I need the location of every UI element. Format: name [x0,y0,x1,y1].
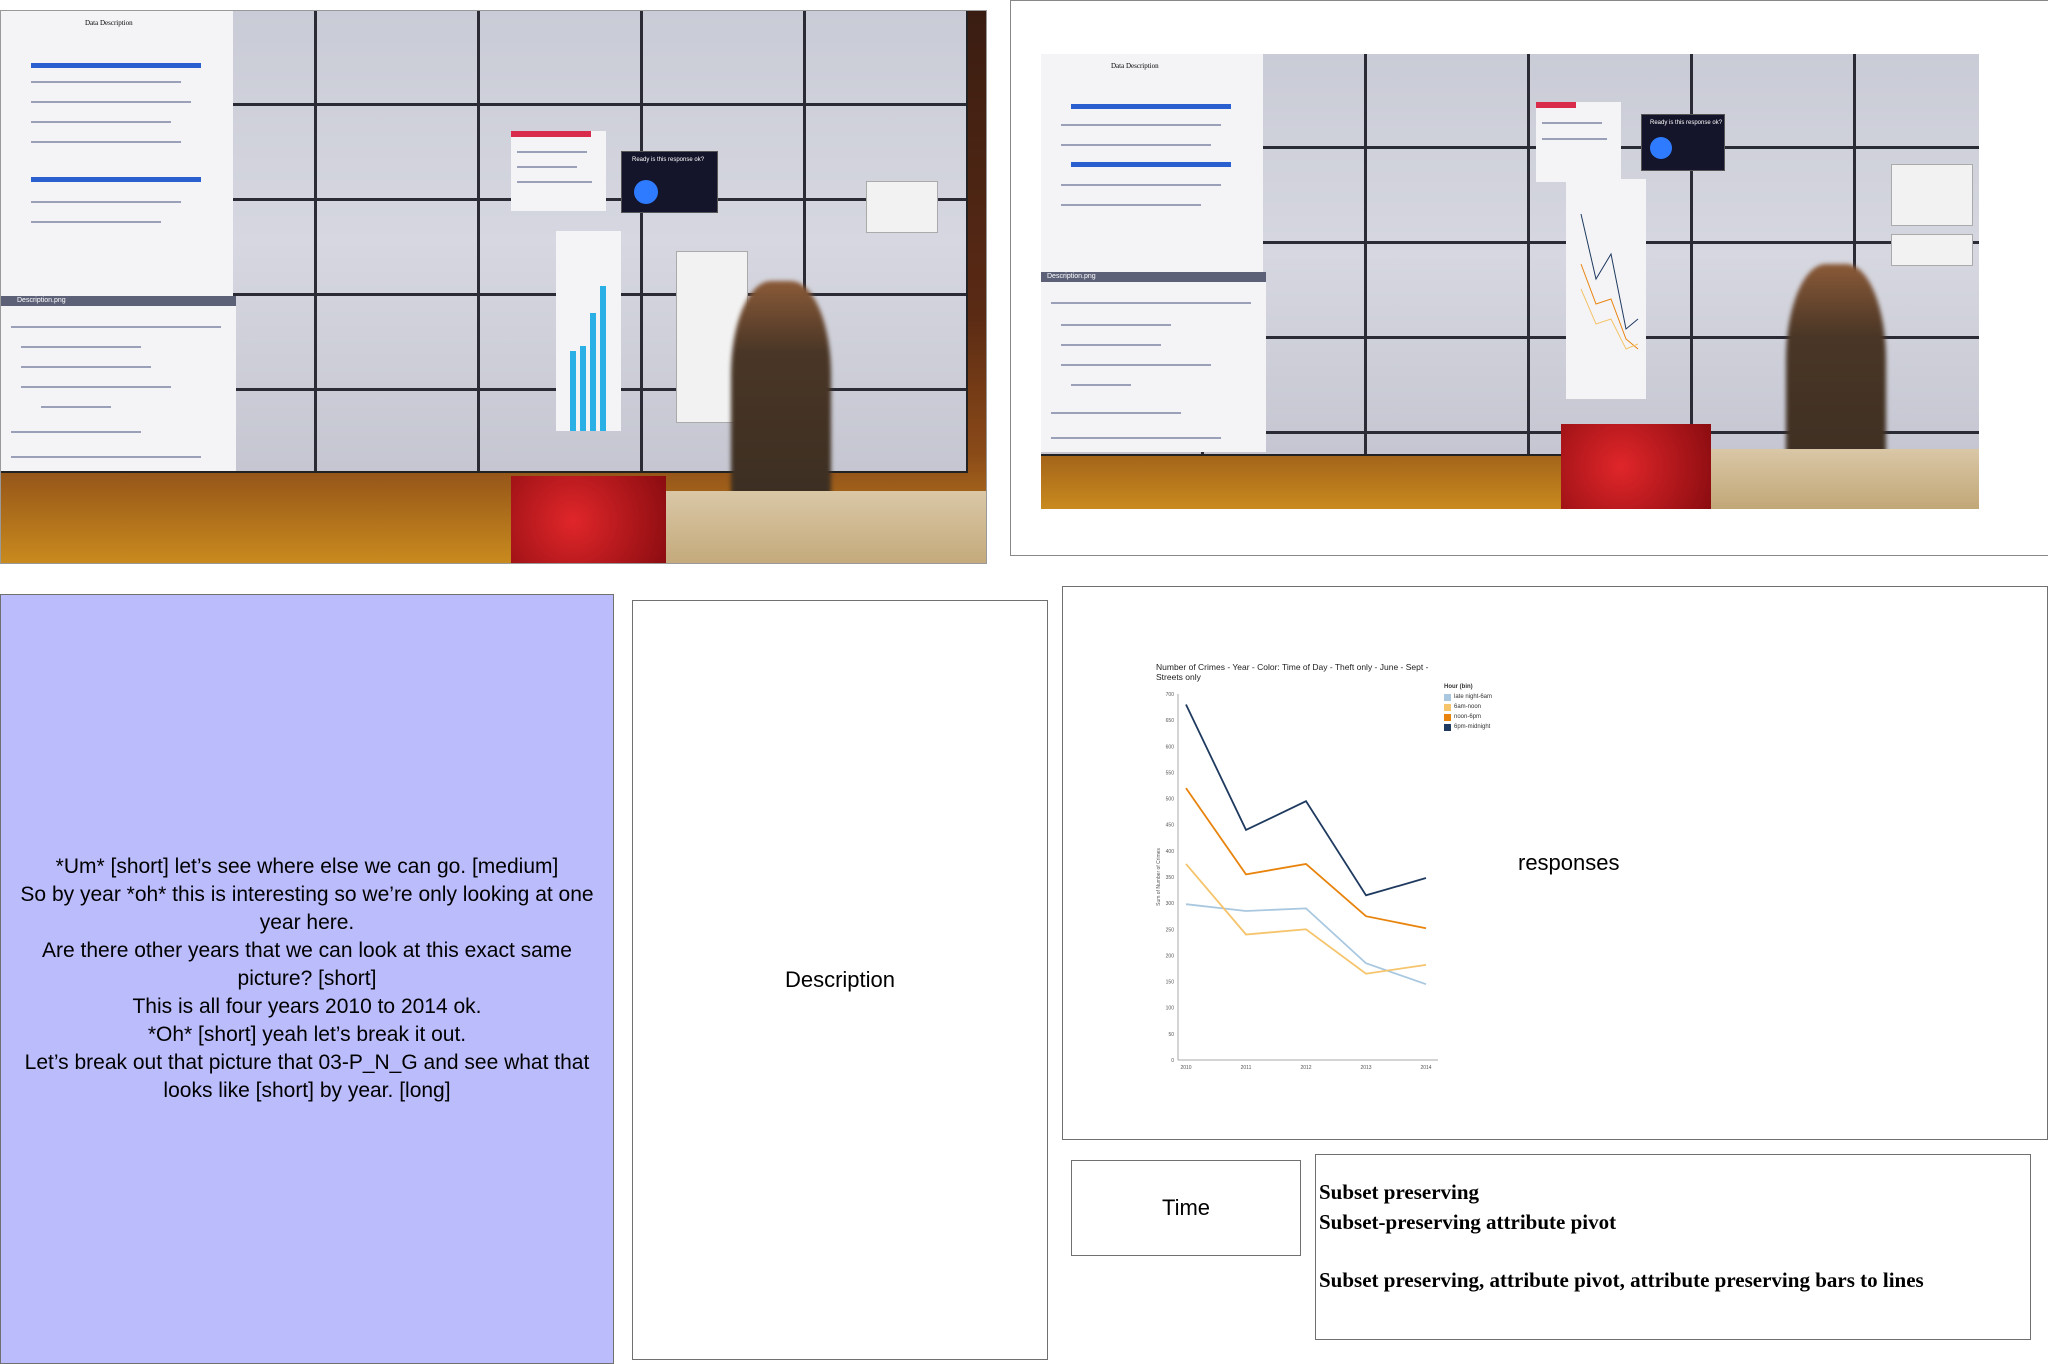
description-label: Description [784,967,896,992]
legend-swatch [1444,703,1451,711]
data-description-panel: Data Description [1041,54,1263,304]
legend-item: 6am-noon [1444,702,1492,712]
legend-item: noon-6pm [1444,712,1492,722]
y-tick-label: 350 [1166,875,1175,881]
y-tick-label: 400 [1166,849,1175,855]
y-tick-label: 450 [1166,823,1175,829]
x-tick-label: 2012 [1300,1065,1311,1070]
transcript-line: Let’s break out that picture that 03-P_N… [24,1051,590,1102]
description-box: Description [632,600,1048,1360]
time-box: Time [1071,1160,1301,1256]
time-label: Time [1161,1195,1211,1220]
x-tick-label: 2014 [1420,1065,1431,1070]
y-tick-label: 700 [1166,692,1175,698]
x-tick-label: 2011 [1241,1065,1252,1070]
legend-item: late night-6am [1444,692,1492,702]
photo-display-wall-2: Data Description Description.png Ready i… [1041,54,1979,509]
y-tick-label: 150 [1166,980,1175,986]
description-window: Description.png [1041,272,1266,452]
legend-item: 6pm-midnight [1444,722,1492,732]
y-tick-label: 200 [1166,953,1175,959]
legend-swatch [1444,713,1451,721]
chart-title: Number of Crimes - Year - Color: Time of… [1156,662,1429,682]
y-tick-label: 300 [1166,901,1175,907]
chart-legend: Hour (bin) late night-6am 6am-noon noon-6p… [1444,684,1492,732]
transcript-line: *Um* [short] let’s see where else we can… [55,855,559,878]
legend-label: 6pm-midnight [1454,724,1491,730]
transcript-line: So by year *oh* this is interesting so w… [20,883,594,934]
series-line-noon-6pm [1185,787,1427,930]
transcript-box: *Um* [short] let’s see where else we can… [0,594,614,1364]
line-chart-panel [1566,179,1646,399]
y-tick-label: 100 [1166,1006,1175,1012]
response-popup: Ready is this response ok? [621,151,718,213]
y-tick-label: 550 [1166,770,1175,776]
transcript-text: *Um* [short] let’s see where else we can… [2,853,612,1105]
y-tick-label: 250 [1166,927,1175,933]
y-tick-label: 50 [1168,1032,1174,1038]
code-line: Subset preserving [1319,1180,1480,1204]
y-tick-label: 500 [1166,797,1175,803]
y-tick-label: 0 [1171,1058,1174,1064]
series-line-6am-noon [1185,863,1427,975]
photo-display-wall-1: Data Description Description.png Ready i… [0,10,987,564]
legend-label: late night-6am [1454,694,1493,700]
legend-label: 6am-noon [1454,704,1482,710]
data-description-panel: Data Description [1,11,233,301]
responses-label: responses [1518,850,1620,875]
legend-swatch [1444,723,1451,731]
person-silhouette [731,281,831,516]
code-line: Subset preserving, attribute pivot, attr… [1319,1268,1924,1292]
doc-title: Data Description [85,19,133,27]
y-tick-label: 600 [1166,744,1175,750]
logo-sign [511,476,666,563]
logo-sign [1561,424,1711,509]
legend-swatch [1444,693,1451,701]
series-line-late-night-6am [1185,903,1427,986]
response-popup: Ready is this response ok? [1641,114,1725,171]
transcript-line: This is all four years 2010 to 2014 ok. [132,995,482,1018]
code-line: Subset-preserving attribute pivot [1319,1210,1617,1234]
y-axis-label: Sum of Number of Crimes [1156,848,1162,906]
crimes-line-chart: Number of Crimes - Year - Color: Time of… [1150,660,1500,1070]
transcript-line: *Oh* [short] yeah let’s break it out. [147,1023,467,1046]
mini-line-chart [1580,213,1639,350]
legend-title: Hour (bin) [1444,684,1473,690]
codes-box: Subset preserving Subset-preserving attr… [1315,1154,2031,1340]
y-tick-label: 650 [1166,718,1175,724]
x-tick-label: 2010 [1180,1065,1191,1070]
legend-label: noon-6pm [1454,714,1482,720]
transcript-line: Are there other years that we can look a… [42,939,572,990]
chart-plot: 0 50 100 150 200 250 300 350 400 450 500 550 600 650 7… [1156,692,1438,1070]
x-tick-label: 2013 [1360,1065,1371,1070]
window-title: Description.png [1,296,236,306]
description-window: Description.png [1,296,236,471]
bar-chart-panel [556,231,621,431]
series-line-6pm-midnight [1185,704,1427,897]
